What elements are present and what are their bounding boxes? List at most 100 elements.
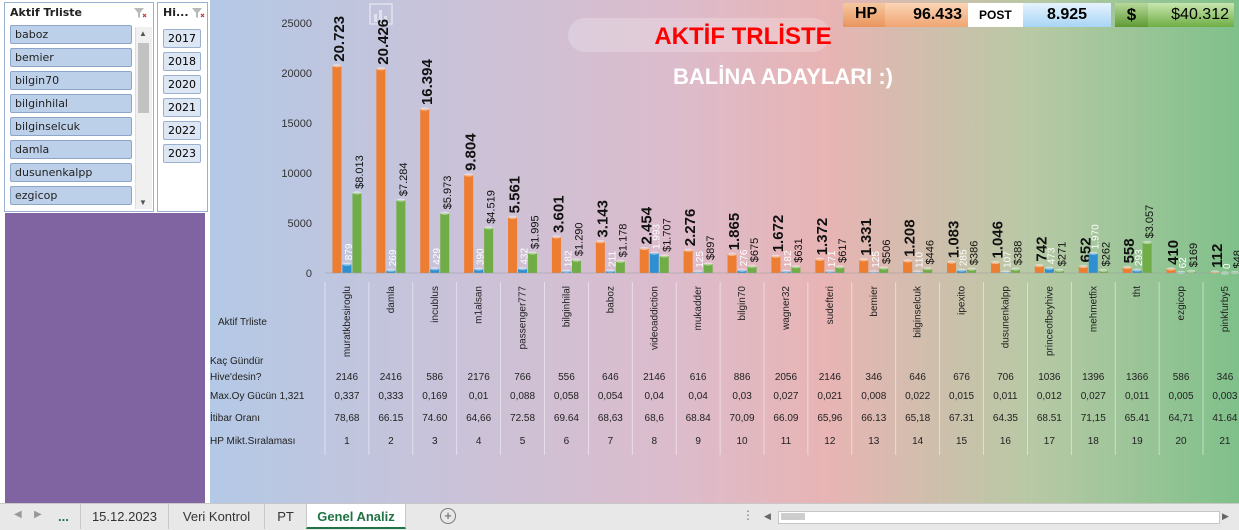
slicer-scrollbar[interactable]: ▲ ▼: [135, 27, 152, 209]
table-cell-days: 586: [426, 372, 443, 383]
hp-bar: [640, 248, 649, 273]
hp-bar: [596, 242, 605, 273]
year-slicer-item[interactable]: 2018: [163, 52, 201, 71]
hp-bar: [903, 261, 912, 273]
year-slicer-item[interactable]: 2017: [163, 29, 201, 48]
year-slicer-item[interactable]: 2022: [163, 121, 201, 140]
hscroll-thumb[interactable]: [781, 513, 805, 520]
year-slicer-title: Hi...: [158, 3, 207, 25]
slicer-item[interactable]: baboz: [10, 25, 132, 44]
table-cell-days: 766: [514, 372, 531, 383]
hp-data-label: 1.208: [902, 219, 919, 257]
table-cell-reputation: 69.64: [554, 413, 579, 424]
dollar-bar-cap: [440, 212, 449, 215]
clear-filter-icon[interactable]: [191, 7, 205, 19]
tab-genel-analiz[interactable]: Genel Analiz: [306, 504, 406, 529]
slicer-item[interactable]: dusunenkalpp: [10, 163, 132, 182]
slicer-item[interactable]: bilgin70: [10, 71, 132, 90]
table-cell-days: 886: [734, 372, 751, 383]
hp-bar-cap: [903, 259, 912, 262]
hscroll-left-icon[interactable]: ◀: [764, 511, 771, 522]
hp-bar-cap: [552, 235, 561, 238]
dollar-bar-cap: [748, 265, 757, 268]
scroll-up-icon[interactable]: ▲: [139, 29, 147, 38]
dollar-data-label: $897: [705, 236, 717, 260]
tab-pt[interactable]: PT: [264, 504, 306, 529]
hp-bar: [332, 66, 341, 273]
dollar-bar-cap: [879, 266, 888, 269]
dollar-bar-cap: [1187, 270, 1196, 273]
dollar-data-label: $4.519: [486, 190, 498, 224]
tab-prev-icon[interactable]: ◀: [14, 509, 22, 520]
slicer-item[interactable]: bilginhilal: [10, 94, 132, 113]
hp-bar-cap: [376, 67, 385, 70]
horizontal-scrollbar[interactable]: [778, 511, 1220, 524]
add-sheet-icon[interactable]: +: [440, 508, 456, 524]
table-cell-reputation: 68,63: [598, 413, 623, 424]
tab-next-icon[interactable]: ▶: [34, 509, 42, 520]
category-label: ezgicop: [1176, 286, 1187, 321]
table-cell-vote-power: 0,027: [1081, 391, 1106, 402]
table-cell-reputation: 78,68: [334, 413, 359, 424]
table-cell-rank: 14: [912, 436, 924, 447]
table-cell-reputation: 66.15: [378, 413, 403, 424]
table-cell-vote-power: 0,003: [1212, 391, 1237, 402]
category-label: bilginselcuk: [913, 285, 924, 338]
table-cell-reputation: 65.41: [1125, 413, 1150, 424]
table-cell-vote-power: 0,008: [861, 391, 886, 402]
hscroll-right-icon[interactable]: ▶: [1222, 511, 1229, 522]
slicer-item[interactable]: bemier: [10, 48, 132, 67]
dollar-label: $: [1127, 5, 1136, 24]
post-bar: [650, 253, 659, 273]
hp-data-label: 1.865: [726, 213, 743, 251]
table-row-label: Hive'desin?: [210, 372, 262, 383]
dollar-data-label: $5.973: [442, 176, 454, 210]
post-bar-cap: [1045, 267, 1054, 270]
tab-more[interactable]: ...: [58, 504, 69, 529]
category-label: dusunenkalpp: [1000, 286, 1011, 349]
year-slicer-item[interactable]: 2021: [163, 98, 201, 117]
year-slicer-item[interactable]: 2020: [163, 75, 201, 94]
y-tick-label: 5000: [288, 218, 312, 230]
hp-bar-cap: [596, 240, 605, 243]
chart-subtitle: BALİNA ADAYLARI :): [673, 64, 893, 89]
hp-label: HP: [855, 5, 877, 22]
hp-bar: [771, 256, 780, 273]
dollar-bar-cap: [704, 262, 713, 265]
post-bar-cap: [474, 268, 483, 271]
hp-data-label: 2.276: [682, 209, 699, 247]
category-label: mukadder: [693, 285, 704, 330]
dollar-data-label: $506: [881, 239, 893, 263]
slicer-item[interactable]: bilginselcuk: [10, 117, 132, 136]
table-cell-vote-power: 0,169: [422, 391, 447, 402]
hp-bar: [376, 69, 385, 273]
tab-veri-kontrol[interactable]: Veri Kontrol: [168, 504, 264, 529]
table-cell-days: 346: [1217, 372, 1234, 383]
tab-15-12-2023[interactable]: 15.12.2023: [80, 504, 168, 529]
dollar-bar-cap: [791, 265, 800, 268]
table-cell-rank: 21: [1219, 436, 1231, 447]
post-bar-cap: [562, 270, 571, 273]
scroll-down-icon[interactable]: ▼: [139, 198, 147, 207]
hp-data-label: 3.601: [550, 195, 567, 233]
post-value: 8.925: [1047, 6, 1087, 23]
scroll-thumb[interactable]: [138, 43, 149, 113]
table-cell-days: 2056: [775, 372, 798, 383]
table-cell-rank: 8: [651, 436, 657, 447]
table-cell-vote-power: 0,058: [554, 391, 579, 402]
hp-bar-cap: [859, 258, 868, 261]
slicer-item[interactable]: damla: [10, 140, 132, 159]
table-row-label: HP Mikt.Sıralaması: [210, 436, 295, 447]
hp-bar-cap: [420, 107, 429, 110]
table-cell-reputation: 74.60: [422, 413, 447, 424]
table-cell-days: 346: [865, 372, 882, 383]
clear-filter-icon[interactable]: [133, 7, 147, 19]
hp-bar-cap: [1035, 264, 1044, 267]
year-slicer-item[interactable]: 2023: [163, 144, 201, 163]
tab-options-icon[interactable]: ⋮: [742, 508, 754, 522]
table-cell-reputation: 64.35: [993, 413, 1018, 424]
hp-bar: [947, 262, 956, 273]
slicer-item[interactable]: ezgicop: [10, 186, 132, 205]
category-label: incublus: [430, 286, 441, 323]
year-slicer-title-text: Hi...: [163, 6, 189, 19]
